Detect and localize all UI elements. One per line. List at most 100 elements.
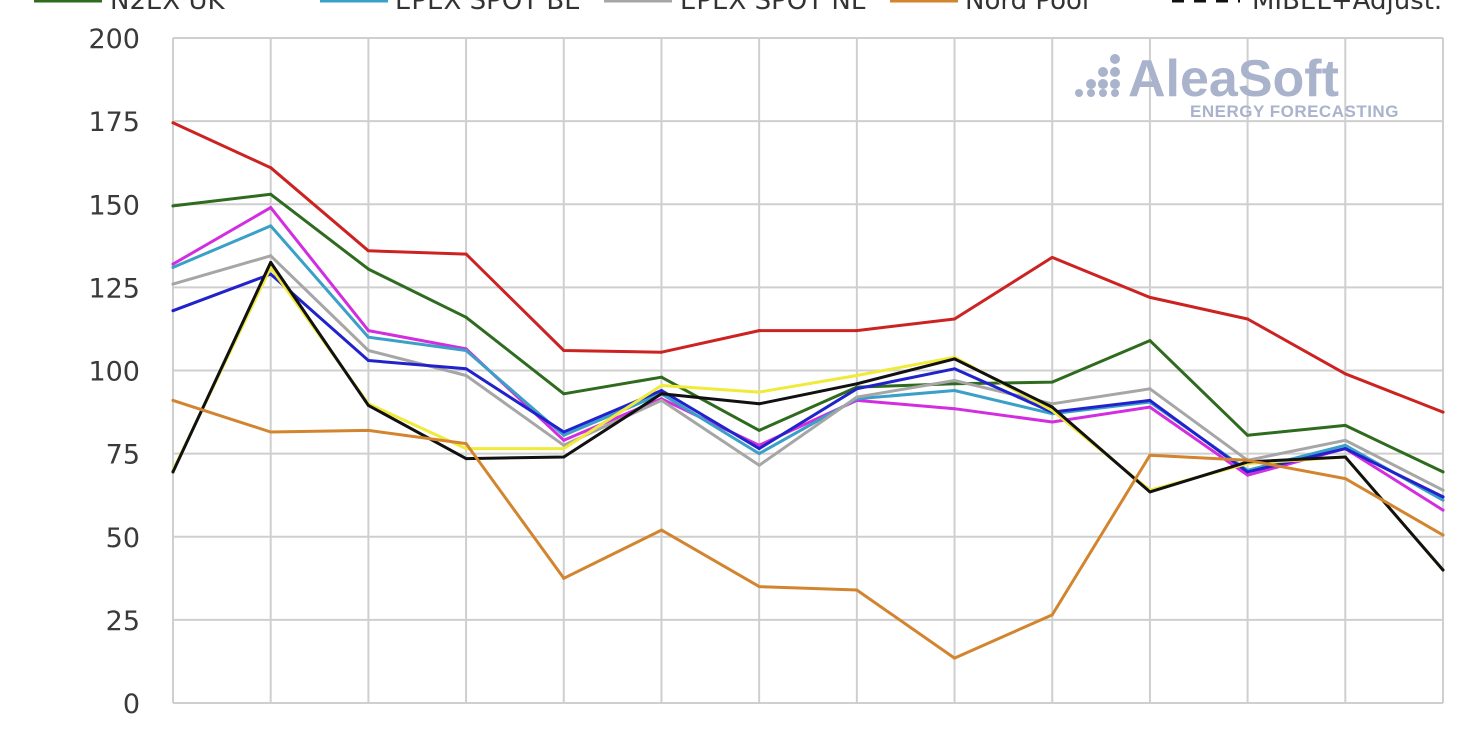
data-point — [953, 317, 957, 321]
data-point — [464, 315, 468, 319]
grid — [172, 37, 1444, 704]
data-point — [1441, 533, 1445, 537]
data-point — [953, 407, 957, 411]
y-tick-label: 175 — [88, 107, 140, 138]
data-point — [659, 528, 663, 532]
legend: N2EX UK EPEX SPOT BE EPEX SPOT NL Nord Pool… — [34, 0, 1442, 16]
data-point — [171, 262, 175, 266]
data-point — [464, 252, 468, 256]
data-point — [1246, 317, 1250, 321]
data-point — [1343, 372, 1347, 376]
data-point — [757, 463, 761, 467]
data-point — [464, 349, 468, 353]
series-line — [171, 398, 1445, 660]
aleasoft-watermark: AleaSoft ENERGY FORECASTING — [1075, 50, 1399, 121]
data-point — [757, 428, 761, 432]
data-point — [757, 402, 761, 406]
data-point — [269, 260, 273, 264]
data-point — [1343, 455, 1347, 459]
data-point — [562, 576, 566, 580]
data-point — [562, 447, 566, 451]
watermark-tagline: ENERGY FORECASTING — [1190, 102, 1399, 121]
data-point — [1343, 443, 1347, 447]
y-tick-label: 0 — [123, 689, 140, 720]
data-point — [1246, 458, 1250, 462]
data-point — [1148, 405, 1152, 409]
data-point — [1050, 380, 1054, 384]
data-point — [659, 388, 663, 392]
data-point — [855, 387, 859, 391]
data-point — [171, 398, 175, 402]
data-point — [366, 267, 370, 271]
data-point — [855, 373, 859, 377]
data-point — [171, 265, 175, 269]
series-red-series — [171, 121, 1445, 414]
series-nord-pool — [171, 398, 1445, 660]
data-point — [269, 192, 273, 196]
series-line — [171, 260, 1445, 572]
data-point — [855, 329, 859, 333]
data-point — [464, 373, 468, 377]
data-point — [269, 430, 273, 434]
legend-label: Nord Pool — [965, 0, 1089, 16]
y-tick-label: 150 — [88, 190, 140, 221]
series-line — [171, 206, 1445, 512]
data-point — [269, 254, 273, 258]
data-point — [855, 588, 859, 592]
data-point — [1050, 405, 1054, 409]
data-point — [366, 359, 370, 363]
data-point — [659, 392, 663, 396]
data-point — [562, 430, 566, 434]
series-mibel-adjust- — [171, 260, 1445, 572]
data-point — [1441, 495, 1445, 499]
data-point — [269, 166, 273, 170]
legend-label: N2EX UK — [110, 0, 226, 16]
data-point — [1441, 508, 1445, 512]
data-point — [562, 349, 566, 353]
data-point — [171, 309, 175, 313]
data-point — [171, 282, 175, 286]
data-point — [171, 121, 175, 125]
data-point — [1148, 490, 1152, 494]
data-point — [1050, 402, 1054, 406]
data-point — [757, 390, 761, 394]
legend-label: EPEX SPOT NL — [680, 0, 866, 16]
y-tick-label: 50 — [106, 523, 140, 554]
y-axis-ticks: 0 25 50 75 100 125 150 175 200 — [88, 24, 140, 720]
data-point — [659, 398, 663, 402]
series-epex-spot-nl — [171, 254, 1445, 492]
data-point — [464, 367, 468, 371]
series-lines — [171, 121, 1445, 660]
y-tick-label: 200 — [88, 24, 140, 55]
data-point — [464, 442, 468, 446]
series-magenta-series — [171, 206, 1445, 512]
data-point — [171, 470, 175, 474]
data-point — [1441, 488, 1445, 492]
data-point — [366, 335, 370, 339]
data-point — [366, 249, 370, 253]
data-point — [953, 656, 957, 660]
data-point — [1343, 447, 1347, 451]
data-point — [1343, 477, 1347, 481]
data-point — [1441, 470, 1445, 474]
y-tick-label: 75 — [106, 440, 140, 471]
data-point — [757, 329, 761, 333]
data-point — [953, 378, 957, 382]
data-point — [757, 443, 761, 447]
data-point — [1246, 433, 1250, 437]
data-point — [562, 433, 566, 437]
data-point — [953, 382, 957, 386]
data-point — [1050, 420, 1054, 424]
watermark-brand: AleaSoft — [1128, 50, 1339, 108]
data-point — [855, 395, 859, 399]
data-point — [855, 382, 859, 386]
y-tick-label: 100 — [88, 357, 140, 388]
data-point — [1343, 438, 1347, 442]
data-point — [757, 585, 761, 589]
data-point — [1441, 410, 1445, 414]
data-point — [1050, 255, 1054, 259]
aleasoft-dots-icon — [1075, 54, 1120, 97]
data-point — [366, 329, 370, 333]
series-n2ex-uk — [171, 192, 1445, 474]
